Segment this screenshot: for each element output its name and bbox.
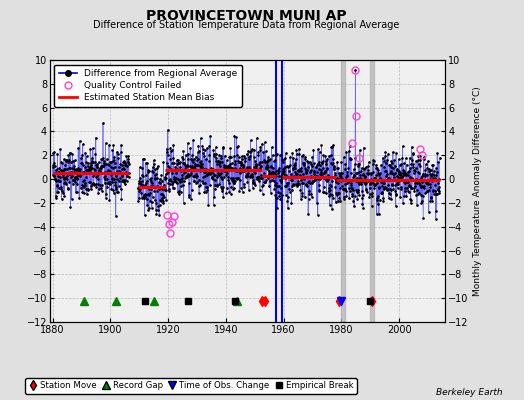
Bar [341,60,345,322]
Legend: Station Move, Record Gap, Time of Obs. Change, Empirical Break: Station Move, Record Gap, Time of Obs. C… [25,378,357,394]
Bar [369,60,374,322]
Text: Difference of Station Temperature Data from Regional Average: Difference of Station Temperature Data f… [93,20,399,30]
Legend: Difference from Regional Average, Quality Control Failed, Estimated Station Mean: Difference from Regional Average, Qualit… [54,64,242,107]
Text: Berkeley Earth: Berkeley Earth [436,388,503,397]
Y-axis label: Monthly Temperature Anomaly Difference (°C): Monthly Temperature Anomaly Difference (… [473,86,482,296]
Text: PROVINCETOWN MUNI AP: PROVINCETOWN MUNI AP [146,9,346,23]
